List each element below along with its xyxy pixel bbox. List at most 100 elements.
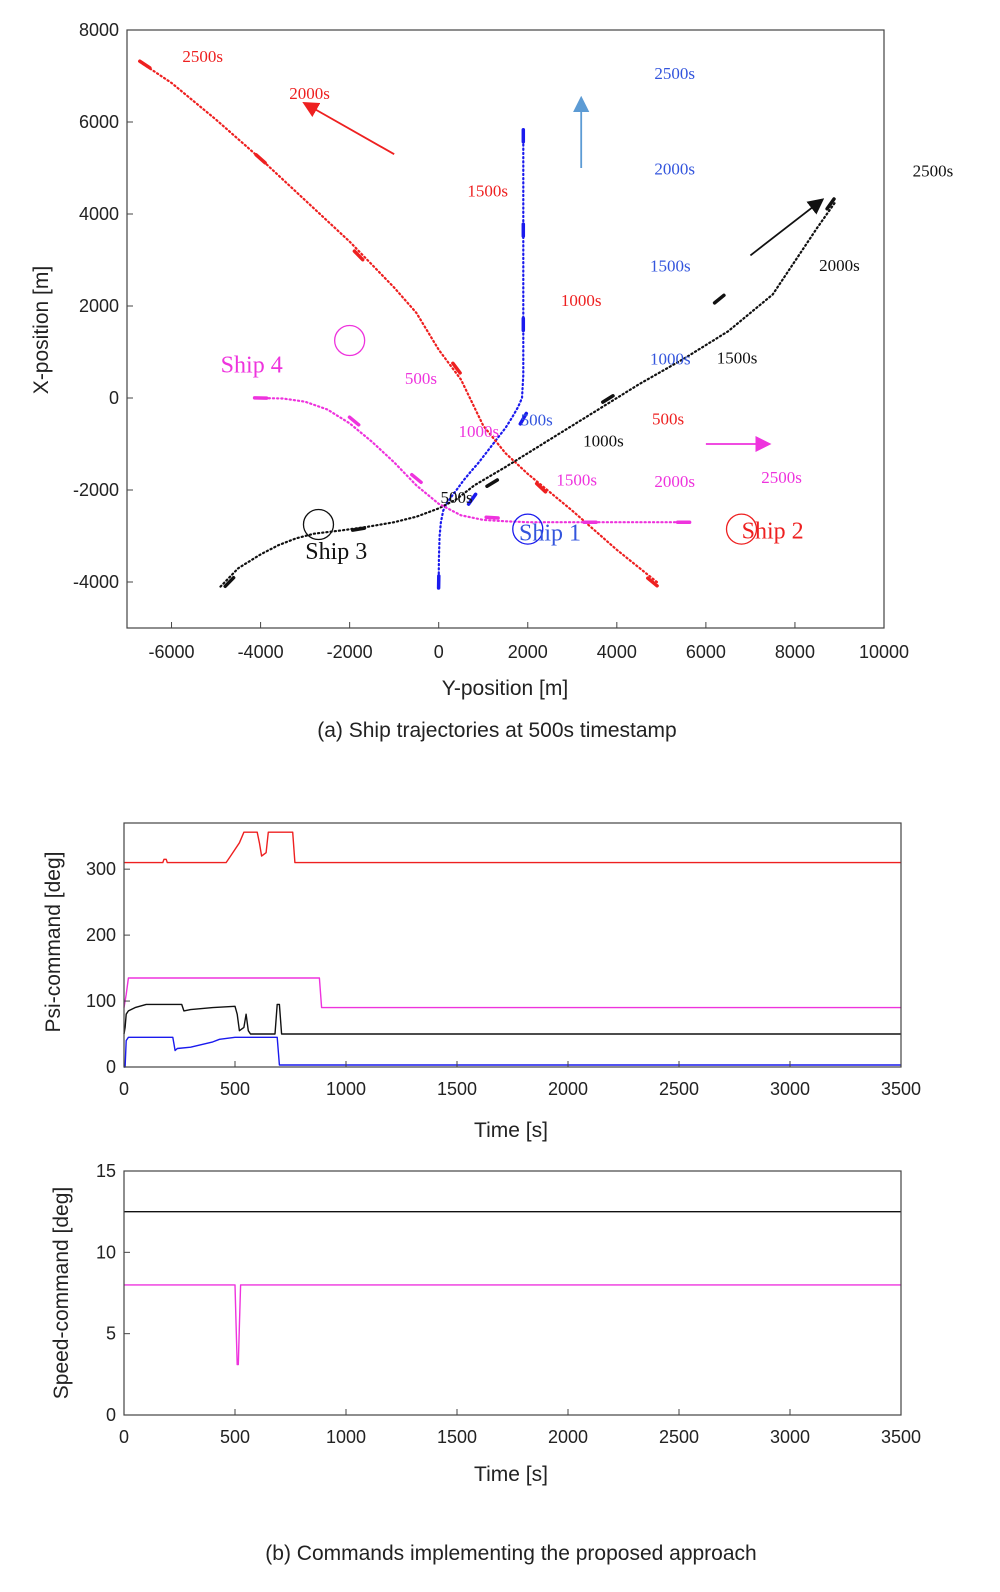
y-tick-label: 0 [106,1057,116,1077]
time-label-ship-2: 2500s [182,47,223,66]
x-tick-label: -4000 [238,642,284,662]
x-tick-label: 2000 [508,642,548,662]
time-label-ship-1: 2000s [654,159,695,178]
trajectory-ship-1 [437,130,525,584]
time-label-ship-4: 1000s [458,422,499,441]
psi-plot-frame [123,822,902,1068]
y-tick-label: 100 [86,991,116,1011]
y-tick-label: 6000 [79,112,119,132]
trajectory-plot: 2500s 2000s 1500s 1000s 500s 2500s 2000s 1500s 1… [30,20,953,742]
y-tick-label: 200 [86,925,116,945]
trajectory-plot-frame [126,29,885,629]
ship-marker-circle-ship-1 [512,513,544,545]
x-tick-label: 8000 [775,642,815,662]
speed-y-axis-label: Speed-command [deg] [50,1187,73,1399]
time-label-ship-3: 1000s [583,431,624,450]
y-tick-label: -2000 [73,480,119,500]
segment-marker-ship-2 [646,576,659,588]
psi-command-lines [123,831,901,1068]
x-tick-label: 500 [220,1427,250,1447]
time-label-ship-4: 2500s [761,468,802,487]
ship-label-ship-2: Ship 2 [742,518,804,544]
ship-marker-circle-ship-2 [725,513,758,545]
y-tick-label: 4000 [79,204,119,224]
x-tick-label: 1500 [437,1427,477,1447]
x-tick-label: 2000 [548,1079,588,1099]
heading-arrow-ship-2 [302,101,395,155]
y-tick-label: -4000 [73,572,119,592]
x-tick-label: 3000 [770,1427,810,1447]
segment-marker-ship-2 [534,481,548,494]
speed-ticks: 0 500 1000 1500 2000 2500 3000 3500 0 5 10 15 [96,1161,921,1447]
x-tick-label: 6000 [686,642,726,662]
x-tick-label: 0 [119,1427,129,1447]
y-tick-label: 8000 [79,20,119,40]
x-tick-label: 4000 [597,642,637,662]
segment-marker-ship-4 [484,515,500,520]
segment-marker-ship-3 [601,394,615,404]
x-tick-label: 2000 [548,1427,588,1447]
x-tick-label: 1000 [326,1427,366,1447]
segment-marker-ship-4 [347,415,361,427]
time-label-ship-1: 500s [521,411,553,430]
speed-command-plot: 0 500 1000 1500 2000 2500 3000 3500 0 5 10 15 Time … [50,1161,921,1565]
x-tick-label: -6000 [149,642,195,662]
x-tick-label: 0 [434,642,444,662]
x-tick-label: 10000 [859,642,909,662]
psi-ticks: 0 500 1000 1500 2000 2500 3000 3500 0 100 200 300 [86,859,921,1099]
trajectory-ship-3 [219,201,837,588]
segment-marker-ship-4 [410,472,423,485]
x-tick-label: 3500 [881,1079,921,1099]
y-tick-label: 0 [106,1405,116,1425]
x-tick-label: -2000 [327,642,373,662]
x-tick-label: 3500 [881,1427,921,1447]
segment-marker-ship-3 [485,478,500,488]
ship-marker-circle-ship-3 [302,508,335,541]
y-tick-label: 300 [86,859,116,879]
ship-label-ship-3: Ship 3 [305,539,367,565]
psi-y-axis-label: Psi-command [deg] [42,852,65,1033]
segment-marker-ship-3 [825,197,836,211]
speed-x-axis-label: Time [s] [474,1463,548,1486]
segment-marker-ship-1 [518,411,529,426]
psi-x-axis-label: Time [s] [474,1119,548,1142]
y-tick-label: 2000 [79,296,119,316]
time-label-ship-2: 2000s [289,84,330,103]
speed-plot-frame [123,1170,902,1416]
ship-label-ship-4: Ship 4 [221,353,283,379]
x-tick-label: 1000 [326,1079,366,1099]
x-tick-label: 2500 [659,1079,699,1099]
time-label-ship-2: 1500s [467,182,508,201]
segment-marker-ship-2 [138,59,152,70]
time-label-ship-3: 500s [440,488,472,507]
heading-arrow-ship-3 [749,198,825,257]
speed-command-lines [124,1210,901,1366]
x-tick-label: 2500 [659,1427,699,1447]
ship-label-ship-1: Ship 1 [519,521,581,547]
psi-line-ship-2 [124,831,901,864]
time-label-ship-1: 1500s [650,257,691,276]
psi-line-ship-4 [123,977,901,1009]
trajectory-marks: 2500s 2000s 1500s 1000s 500s 2500s 2000s 1500s 1… [138,47,954,590]
segment-marker-ship-1 [466,492,478,506]
time-label-ship-4: 2000s [654,472,695,491]
y-tick-label: 15 [96,1161,116,1181]
time-label-ship-2: 1000s [561,291,602,310]
y-tick-label: 0 [109,388,119,408]
trajectory-ship-4 [255,396,685,524]
segment-marker-ship-2 [451,361,462,375]
commands-caption: (b) Commands implementing the proposed a… [265,1542,756,1565]
psi-line-ship-3 [123,1003,901,1035]
time-label-ship-1: 2500s [654,64,695,83]
trajectory-x-axis-label: Y-position [m] [442,677,568,700]
trajectory-ship-2 [139,61,659,584]
trajectory-y-axis-label: X-position [m] [30,266,53,394]
y-tick-label: 5 [106,1324,116,1344]
time-label-ship-2: 500s [652,410,684,429]
ship-marker-circle-ship-4 [333,324,366,357]
time-label-ship-3: 1500s [717,349,758,368]
psi-command-plot: 0 500 1000 1500 2000 2500 3000 3500 0 100 200 300 T… [42,822,921,1142]
time-label-ship-4: 1500s [556,470,597,489]
time-label-ship-3: 2500s [913,161,954,180]
